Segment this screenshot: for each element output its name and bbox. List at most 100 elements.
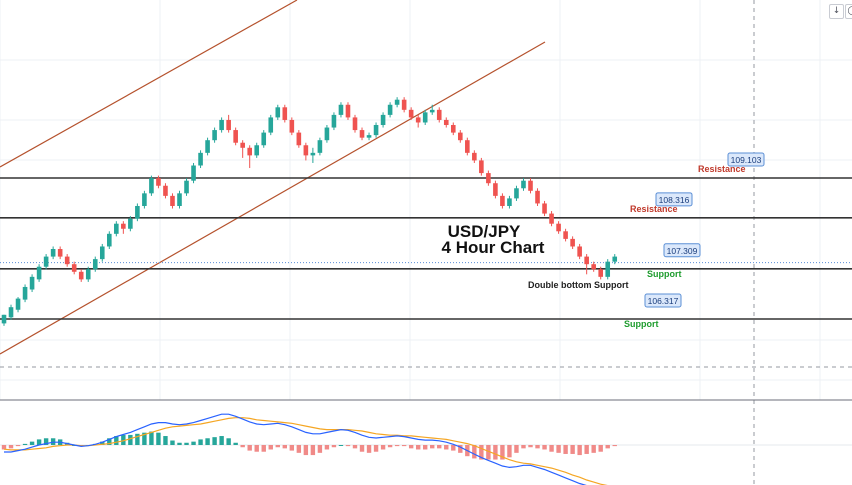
camera-icon[interactable]: ◯ [845, 4, 852, 19]
candle-body [331, 114, 337, 128]
candle-body [401, 99, 407, 110]
candle-body [205, 140, 210, 153]
candle-body [591, 264, 596, 270]
macd-histogram-bar [486, 445, 491, 460]
macd-histogram-bar [198, 439, 203, 445]
candle-body [472, 152, 477, 161]
candle-body [85, 269, 91, 280]
candle-body [387, 104, 393, 115]
candle-body [247, 147, 252, 156]
macd-histogram-bar [394, 445, 400, 447]
candle-body [43, 256, 49, 267]
macd-histogram-bar [261, 445, 266, 452]
macd-histogram-bar [444, 445, 449, 450]
macd-signal-line [3, 417, 608, 485]
price-label-box [727, 152, 765, 167]
macd-histogram-bar [156, 432, 161, 445]
macd-histogram-bar [605, 445, 610, 449]
arrow-down-icon[interactable]: ↓ [829, 4, 844, 19]
macd-line [4, 413, 587, 485]
macd-histogram-bar [338, 445, 344, 446]
candle-body [521, 180, 526, 189]
macd-histogram-bar [177, 442, 182, 445]
macd-histogram-bar [373, 445, 379, 452]
candle-body [598, 269, 603, 277]
macd-histogram-bar [535, 445, 540, 449]
macd-histogram-bar [521, 445, 526, 449]
macd-histogram-bar [423, 445, 428, 450]
candle-body [212, 130, 217, 141]
macd-histogram-bar [254, 445, 259, 452]
candle-body [282, 107, 288, 120]
candle-body [612, 256, 618, 262]
macd-panel [0, 413, 852, 485]
macd-histogram-bar [100, 441, 105, 445]
price-label-box [655, 192, 693, 207]
resistance-annotation: Resistance [630, 204, 678, 214]
macd-histogram-bar [359, 445, 365, 452]
horizontal-levels: 109.103Resistance108.316Resistance107.30… [0, 152, 852, 329]
candle-body [191, 165, 196, 181]
candle-body [36, 266, 42, 280]
macd-histogram-bar [430, 445, 435, 449]
macd-histogram-bar [1, 445, 7, 450]
candle-body [114, 223, 119, 234]
candle-body [233, 130, 238, 143]
candle-body [345, 104, 351, 118]
macd-histogram-bar [542, 445, 547, 450]
macd-histogram-bar [380, 445, 386, 450]
chart-subtitle: 4 Hour Chart [442, 238, 545, 257]
candle-body [380, 114, 386, 126]
price-label-box [644, 293, 682, 308]
macd-histogram-bar [275, 445, 280, 448]
macd-histogram-bar [114, 436, 119, 445]
candle-body [577, 246, 582, 257]
macd-histogram-bar [22, 443, 28, 445]
macd-histogram-bar [472, 445, 477, 459]
macd-histogram-bar [500, 445, 505, 460]
candle-body [549, 213, 554, 224]
candle-body [64, 256, 70, 265]
macd-histogram-bar [317, 445, 323, 453]
candle-body [542, 203, 547, 214]
candle-body [29, 276, 35, 290]
candle-body [78, 271, 84, 280]
macd-histogram-bar [401, 445, 407, 447]
macd-histogram-bar [268, 445, 273, 450]
level-annotations: USD/JPY 4 Hour Chart Double bottom Suppo… [442, 222, 629, 290]
candle-body [289, 119, 295, 133]
macd-histogram-bar [170, 440, 175, 445]
candle-body [50, 249, 56, 257]
candle-body [170, 195, 175, 206]
macd-histogram-bar [240, 445, 245, 448]
macd-histogram-bar [212, 437, 217, 445]
support-annotation: Support [624, 319, 659, 329]
candle-body [458, 132, 463, 141]
candle-body [450, 125, 456, 133]
candle-body [15, 298, 21, 310]
macd-histogram-bar [163, 436, 168, 445]
candle-body [142, 193, 147, 206]
macd-histogram-bar [437, 445, 442, 449]
candle-body [71, 264, 77, 272]
macd-histogram-bar [549, 445, 554, 452]
candle-body [310, 152, 316, 156]
macd-histogram-bar [233, 442, 238, 445]
candle-body [584, 256, 589, 265]
double-bottom-label: Double bottom Support [528, 280, 628, 290]
candle-body [514, 188, 519, 199]
candle-body [570, 238, 575, 247]
candle-body [479, 160, 484, 174]
macd-histogram-bar [458, 445, 463, 453]
macd-histogram-bar [528, 445, 533, 448]
candle-body [359, 130, 365, 138]
macd-histogram-bar [556, 445, 561, 453]
macd-histogram-bar [514, 445, 519, 453]
candle-body [408, 109, 414, 118]
candle-body [436, 109, 442, 120]
macd-histogram-bar [366, 445, 372, 453]
candle-body [163, 185, 168, 196]
candle-body [198, 152, 203, 166]
candle-body [1, 314, 7, 324]
macd-histogram-bar [191, 441, 196, 445]
